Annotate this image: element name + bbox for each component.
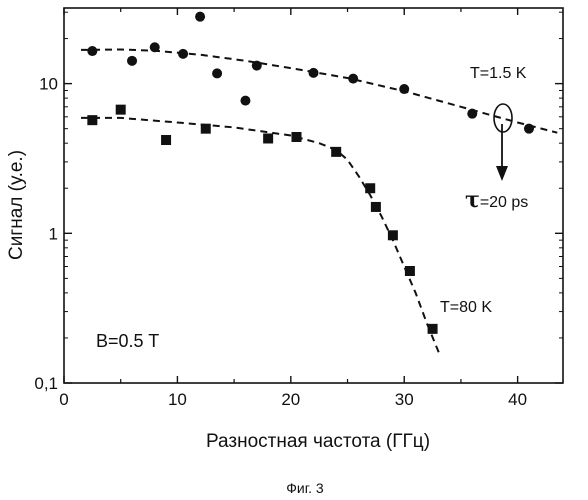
- data-point-circle: [309, 68, 319, 78]
- data-point-square: [388, 230, 398, 240]
- x-tick-label: 0: [59, 390, 68, 409]
- t-high-label: T=1.5 K: [470, 65, 527, 82]
- y-tick-label: 10: [39, 75, 58, 94]
- data-point-square: [428, 324, 438, 334]
- tau-indicator: [494, 104, 512, 181]
- data-point-square: [365, 183, 375, 193]
- x-tick-label: 30: [395, 390, 414, 409]
- data-point-circle: [399, 84, 409, 94]
- x-tick-label: 40: [508, 390, 527, 409]
- data-point-square: [291, 132, 301, 142]
- y-tick-label: 0,1: [34, 374, 58, 393]
- data-point-square: [371, 202, 381, 212]
- data-point-circle: [150, 42, 160, 52]
- data-point-circle: [524, 124, 534, 134]
- tau-label: τ=20 ps: [465, 187, 528, 213]
- y-axis-title: Сигнал (у.е.): [6, 150, 27, 260]
- data-point-circle: [240, 96, 250, 106]
- tau-symbol: τ: [465, 187, 480, 213]
- data-point-circle: [87, 46, 97, 56]
- data-point-square: [116, 105, 126, 115]
- y-tick-label: 1: [49, 224, 58, 243]
- data-point-square: [331, 147, 341, 157]
- data-point-square: [405, 266, 415, 276]
- x-axis-title: Разностная частота (ГГц): [206, 431, 430, 452]
- data-point-circle: [212, 68, 222, 78]
- data-point-circle: [195, 12, 205, 22]
- t-low-label: T=80 K: [440, 299, 492, 316]
- data-point-circle: [348, 74, 358, 84]
- tau-arrow-head-icon: [496, 166, 508, 181]
- data-point-square: [87, 115, 97, 125]
- tau-value: =20 ps: [480, 194, 528, 211]
- data-point-square: [201, 124, 211, 134]
- tau-loop-icon: [494, 104, 512, 132]
- b-field-label: B=0.5 T: [96, 331, 159, 351]
- data-point-circle: [178, 49, 188, 59]
- x-tick-label: 10: [168, 390, 187, 409]
- fit-line-series-1: [81, 118, 441, 357]
- data-point-square: [161, 135, 171, 145]
- data-point-circle: [252, 61, 262, 71]
- fit-line-series-0: [81, 50, 557, 133]
- data-point-circle: [127, 56, 137, 66]
- data-point-square: [263, 133, 273, 143]
- figure-caption: Фиг. 3: [286, 480, 324, 496]
- x-tick-label: 20: [281, 390, 300, 409]
- data-point-circle: [467, 109, 477, 119]
